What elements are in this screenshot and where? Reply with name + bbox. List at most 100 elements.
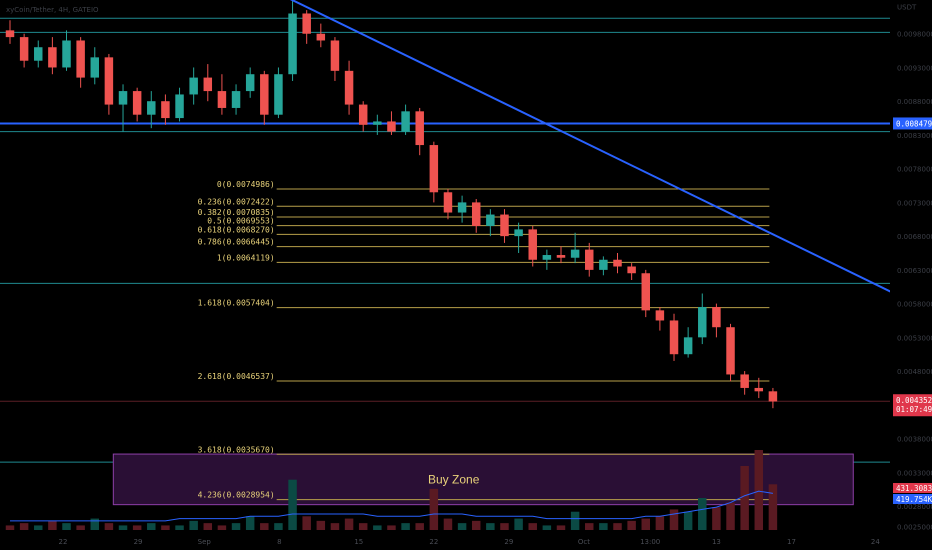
candle-body — [203, 77, 213, 92]
volume-bar — [613, 523, 622, 530]
candle-body — [373, 121, 382, 125]
candle-body — [401, 111, 410, 132]
volume-bar — [768, 484, 778, 530]
candle-body — [76, 40, 85, 78]
volume-bar — [19, 523, 29, 530]
candle-body — [627, 266, 636, 274]
volume-bar — [62, 523, 71, 530]
descending-trendline[interactable] — [147, 0, 894, 294]
volume-bar — [641, 518, 650, 530]
last-price-badge-label: 0.0043529 — [896, 396, 932, 405]
price-axis-tick-label: 0.0068000 — [897, 233, 932, 241]
volume-bar — [585, 523, 594, 530]
volume-bar — [698, 498, 707, 530]
price-axis-tick-label: 0.0028000 — [897, 503, 932, 511]
candle-body — [175, 94, 184, 119]
time-axis-tick-label: 29 — [134, 538, 143, 546]
volume-bar — [556, 525, 566, 530]
candlesticks — [5, 0, 778, 409]
symbol-title: xyCoin/Tether, 4H, GATEIO — [6, 6, 99, 14]
candle-body — [471, 202, 481, 227]
level-price-badge-label: 0.0084792 — [896, 119, 932, 128]
time-axis[interactable]: 22 29 Sep 8 15 22 29 Oct 13:00 13 17 24 — [0, 533, 932, 550]
time-axis-tick-label: 8 — [277, 538, 281, 546]
price-axis-tick-label: 0.0058000 — [897, 301, 932, 309]
volume-bar — [712, 507, 721, 530]
price-axis-tick-label: 0.0053000 — [897, 334, 932, 342]
volume-bar — [599, 523, 608, 530]
candle-body — [599, 259, 608, 270]
volume-bar — [358, 523, 368, 530]
time-axis-tick-label: 13:00 — [640, 538, 660, 546]
volume-bar — [726, 502, 735, 530]
volume-bar — [48, 520, 57, 530]
candle-body — [669, 320, 679, 355]
candle-body — [316, 33, 326, 41]
candle-body — [683, 337, 693, 355]
candle-body — [330, 40, 340, 71]
time-axis-background — [0, 533, 932, 550]
volume-bar — [104, 523, 114, 530]
price-badges: 0.0084792 0.004352901:07:49 431.30836 419.7… — [893, 117, 932, 504]
volume-bar — [754, 450, 764, 530]
last-price-countdown: 01:07:49 — [896, 405, 932, 414]
candle-body — [457, 202, 467, 213]
trendline[interactable] — [147, 0, 894, 294]
candle-body — [387, 121, 396, 132]
volume-bar — [161, 525, 170, 530]
volume-bar — [443, 518, 453, 530]
price-axis[interactable]: USDT 0.0098000 0.0093000 0.0088000 0.0083000… — [890, 0, 932, 550]
volume-bar — [288, 479, 297, 530]
candle-body — [570, 249, 580, 258]
price-axis-tick-label: 0.0038000 — [897, 436, 932, 444]
fib-level-label: 0.5(0.0069553) — [207, 217, 274, 226]
fib-level-label: 3.618(0.0035670) — [198, 445, 275, 454]
volume-bar — [457, 523, 467, 530]
candle-body — [698, 306, 707, 338]
volume-bar — [528, 523, 537, 530]
volume-badge — [893, 494, 932, 504]
volume-bar — [245, 516, 255, 530]
fib-level-label: 0.618(0.0068270) — [198, 225, 275, 234]
candle-body — [217, 91, 227, 108]
price-axis-tick-label: 0.0098000 — [897, 31, 932, 39]
price-axis-tick-label: 0.0048000 — [897, 368, 932, 376]
volume-bar — [175, 525, 184, 530]
candle-body — [655, 310, 665, 321]
candle-body — [5, 30, 15, 38]
volume-bar — [500, 523, 509, 530]
volume-bar — [5, 525, 15, 530]
price-axis-tick-label: 0.0073000 — [897, 199, 932, 207]
time-axis-tick-label: 22 — [59, 538, 68, 546]
fib-level-label: 0(0.0074986) — [217, 180, 275, 189]
time-axis-tick-label: 13 — [712, 538, 721, 546]
candle-body — [443, 192, 453, 213]
volume-bars — [5, 450, 778, 530]
price-axis-tick-label: 0.0093000 — [897, 64, 932, 72]
volume-bar — [260, 523, 269, 530]
candle-body — [34, 47, 43, 61]
candle-body — [344, 70, 354, 105]
candle-body — [147, 101, 156, 115]
candle-body — [768, 391, 778, 402]
volume-bar — [132, 525, 142, 530]
candle-body — [260, 74, 269, 115]
time-axis-tick-label: 24 — [871, 538, 880, 546]
volume-badge-label: 431.30836 — [896, 484, 932, 493]
candle-body — [274, 74, 283, 115]
last-price-badge — [893, 394, 932, 417]
time-axis-tick-label: 22 — [429, 538, 438, 546]
candle-body — [189, 77, 198, 95]
volume-bar — [76, 525, 85, 530]
candle-body — [641, 273, 650, 311]
volume-bar — [514, 518, 523, 530]
volume-bar — [189, 520, 198, 530]
fib-level-label: 0.786(0.0066445) — [198, 238, 275, 247]
price-axis-tick-label: 0.0078000 — [897, 166, 932, 174]
candle-body — [500, 214, 509, 237]
volume-bar — [373, 525, 382, 530]
volume-ma-line — [10, 490, 773, 522]
volume-bar — [401, 523, 410, 530]
volume-bar — [415, 523, 424, 530]
